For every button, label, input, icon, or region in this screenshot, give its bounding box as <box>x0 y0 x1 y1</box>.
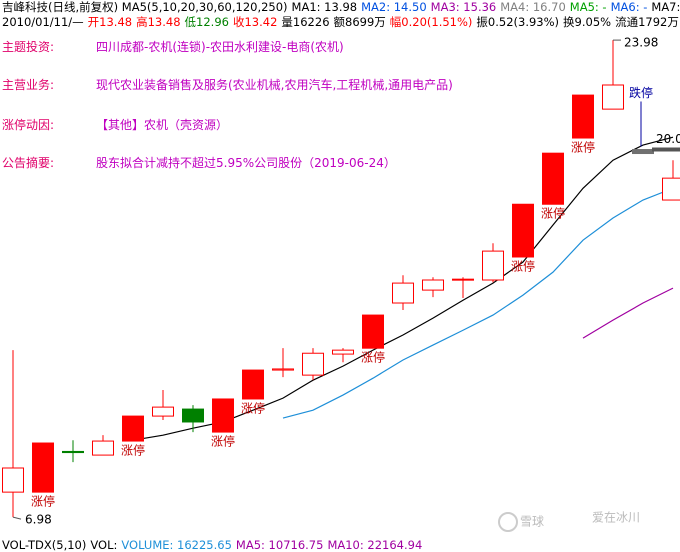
annotation: 20.01 <box>656 132 680 146</box>
footer-item: VOL-TDX(5,10) <box>2 538 86 552</box>
watermark-author: 爱在冰川 <box>592 511 640 525</box>
limit-label: 涨停 <box>241 400 265 415</box>
header-item: 流通1792万 <box>615 15 679 29</box>
info-label: 主题投资: <box>2 38 96 55</box>
info-label: 涨停动因: <box>2 116 96 133</box>
candle-body <box>543 153 564 204</box>
annotation: 跌停 <box>629 85 653 100</box>
candle-body <box>243 370 264 399</box>
info-row: 涨停动因:【其他】农机（壳资源） <box>2 116 228 133</box>
candle-body <box>303 353 324 375</box>
footer: VOL-TDX(5,10) VOL: VOLUME: 16225.65 MA5: 10… <box>2 538 680 552</box>
header-item: MA7: - <box>651 0 680 14</box>
annotation: 23.98 <box>624 36 658 50</box>
limit-label: 涨停 <box>541 206 565 221</box>
header-item: MA5: - <box>570 0 607 14</box>
candle-body <box>3 468 24 492</box>
footer-item: VOL: <box>90 538 117 552</box>
header-item: 振0.52(3.93%) <box>476 15 559 29</box>
candle-body <box>153 407 174 416</box>
header-item: 开13.48 <box>88 15 132 29</box>
candle-body <box>123 416 144 441</box>
limit-label: 涨停 <box>211 434 235 449</box>
candle-body <box>183 409 204 422</box>
annotation: 6.98 <box>25 513 52 527</box>
candle-body <box>393 283 414 303</box>
info-label: 公告摘要: <box>2 154 96 171</box>
info-row: 公告摘要:股东拟合计减持不超过5.95%公司股份（2019-06-24） <box>2 154 396 171</box>
candle-body <box>423 280 444 290</box>
header-item: 量16226 <box>281 15 329 29</box>
header-item: 额8699万 <box>334 15 386 29</box>
info-text: 四川成都-农机(连锁)-农田水利建设-电商(农机) <box>96 40 344 54</box>
header-line-1: 吉峰科技(日线,前复权) MA5(5,10,20,30,60,120,250) M… <box>2 0 680 14</box>
candle-body <box>93 441 114 455</box>
header-item: MA2: 14.50 <box>361 0 427 14</box>
info-text: 【其他】农机（壳资源） <box>96 118 228 132</box>
limit-label: 涨停 <box>361 350 385 365</box>
candle-body <box>603 85 624 109</box>
watermark-site: 雪球 <box>520 515 544 529</box>
footer-item: MA10: 22164.94 <box>327 538 422 552</box>
ma-line <box>583 288 673 338</box>
info-row: 主营业务:现代农业装备销售及服务(农业机械,农用汽车,工程机械,通用电产品) <box>2 76 453 93</box>
limit-label: 涨停 <box>511 258 535 273</box>
header-line-2: 2010/01/11/— 开13.48 高13.48 低12.96 收13.42 量162… <box>2 15 680 29</box>
header-item: MA3: 15.36 <box>431 0 497 14</box>
info-row: 主题投资:四川成都-农机(连锁)-农田水利建设-电商(农机) <box>2 38 344 55</box>
candle-body <box>33 443 54 492</box>
header-item: 吉峰科技(日线,前复权) MA5(5,10,20,30,60,120,250) <box>2 0 288 14</box>
footer-item: MA5: 10716.75 <box>236 538 324 552</box>
info-label: 主营业务: <box>2 76 96 93</box>
header-item: MA1: 13.98 <box>292 0 358 14</box>
annotation-line <box>13 517 21 519</box>
header-item: 2010/01/11/— <box>2 15 84 29</box>
candle-body <box>273 369 294 370</box>
limit-label: 涨停 <box>31 494 55 509</box>
candle-body <box>633 150 654 154</box>
header-item: 幅0.20(1.51%) <box>390 15 473 29</box>
candle-body <box>363 315 384 348</box>
info-text: 股东拟合计减持不超过5.95%公司股份（2019-06-24） <box>96 156 396 170</box>
footer-item: VOLUME: 16225.65 <box>121 538 232 552</box>
header-item: 换9.05% <box>563 15 611 29</box>
candle-body <box>513 204 534 257</box>
header-item: MA4: 16.70 <box>500 0 566 14</box>
candle-body <box>333 350 354 354</box>
candle-body <box>63 451 84 452</box>
ma-line <box>283 188 673 418</box>
candle-body <box>453 279 474 280</box>
header-item: 高13.48 <box>136 15 180 29</box>
candle-body <box>573 95 594 138</box>
candle-body <box>213 399 234 432</box>
limit-label: 涨停 <box>571 140 595 155</box>
header-item: 低12.96 <box>185 15 229 29</box>
header-item: 收13.42 <box>233 15 277 29</box>
watermark-logo <box>499 513 517 531</box>
limit-label: 涨停 <box>121 443 145 458</box>
candle-body <box>483 251 504 280</box>
info-text: 现代农业装备销售及服务(农业机械,农用汽车,工程机械,通用电产品) <box>96 78 453 92</box>
header-item: MA6: - <box>611 0 648 14</box>
candle-body <box>663 178 680 200</box>
